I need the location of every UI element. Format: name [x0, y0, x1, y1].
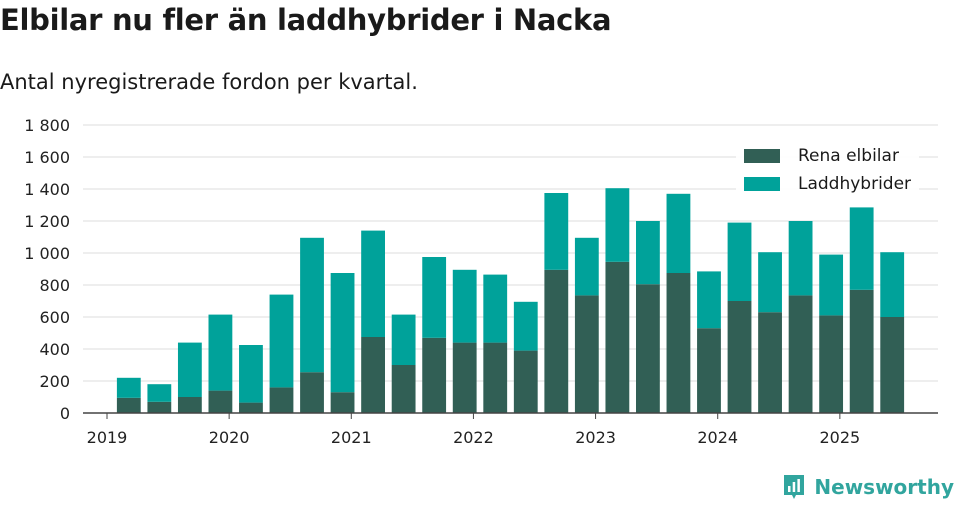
- legend-item-laddhybrider[interactable]: Laddhybrider: [744, 170, 911, 198]
- bar-rena-elbilar: [361, 337, 385, 413]
- bar-rena-elbilar: [391, 365, 416, 413]
- bar-rena-elbilar: [788, 295, 813, 413]
- bar-laddhybrider: [452, 269, 477, 343]
- legend-item-rena-elbilar[interactable]: Rena elbilar: [744, 142, 911, 170]
- bar-laddhybrider: [636, 221, 660, 285]
- chart-subtitle: Antal nyregistrerade fordon per kvartal.: [0, 70, 418, 94]
- bar-rena-elbilar: [849, 289, 874, 413]
- y-tick-label: 1 400: [24, 180, 70, 199]
- bar-rena-elbilar: [880, 317, 905, 413]
- chart-legend: Rena elbilar Laddhybrider: [736, 138, 920, 202]
- y-tick-label: 400: [39, 340, 70, 359]
- bar-rena-elbilar: [269, 387, 294, 413]
- newsworthy-logo-icon: [784, 475, 805, 499]
- bar-laddhybrider: [574, 237, 599, 296]
- bar-rena-elbilar: [116, 397, 141, 413]
- bar-laddhybrider: [697, 271, 721, 329]
- bar-rena-elbilar: [452, 342, 477, 413]
- bar-laddhybrider: [849, 207, 874, 290]
- bar-rena-elbilar: [330, 392, 355, 413]
- x-tick-label: 2020: [209, 428, 250, 447]
- y-tick-label: 1 200: [24, 212, 70, 231]
- legend-label-laddhybrider: Laddhybrider: [798, 174, 912, 194]
- bar-rena-elbilar: [574, 295, 599, 413]
- bar-rena-elbilar: [208, 390, 233, 413]
- bar-laddhybrider: [819, 254, 844, 316]
- bar-rena-elbilar: [758, 312, 782, 413]
- bar-laddhybrider: [147, 384, 172, 402]
- legend-swatch-rena-elbilar: [744, 149, 780, 163]
- brand-name: Newsworthy: [814, 475, 954, 499]
- bar-rena-elbilar: [697, 328, 721, 413]
- bar-laddhybrider: [422, 257, 447, 338]
- bar-rena-elbilar: [422, 337, 447, 413]
- y-tick-label: 1 800: [24, 116, 70, 135]
- bar-laddhybrider: [361, 230, 385, 337]
- bar-rena-elbilar: [239, 402, 263, 413]
- x-tick-label: 2021: [331, 428, 372, 447]
- bar-rena-elbilar: [147, 401, 172, 413]
- bar-laddhybrider: [177, 342, 202, 397]
- bar-rena-elbilar: [483, 342, 508, 413]
- y-tick-label: 0: [60, 404, 70, 423]
- bar-laddhybrider: [880, 252, 905, 317]
- bar-rena-elbilar: [513, 350, 538, 413]
- bar-laddhybrider: [513, 301, 538, 351]
- y-tick-label: 200: [39, 372, 70, 391]
- bar-rena-elbilar: [300, 372, 324, 413]
- x-tick-label: 2023: [575, 428, 616, 447]
- bar-rena-elbilar: [819, 315, 844, 413]
- legend-label-rena-elbilar: Rena elbilar: [798, 146, 899, 166]
- x-tick-label: 2024: [697, 428, 738, 447]
- bar-laddhybrider: [727, 222, 752, 301]
- newsworthy-brand[interactable]: Newsworthy: [782, 473, 954, 501]
- x-tick-label: 2025: [819, 428, 860, 447]
- bar-laddhybrider: [788, 221, 813, 296]
- bar-laddhybrider: [605, 188, 630, 262]
- bar-laddhybrider: [544, 193, 569, 270]
- bar-laddhybrider: [758, 252, 782, 313]
- bar-rena-elbilar: [544, 269, 569, 413]
- bar-rena-elbilar: [666, 273, 691, 413]
- bar-laddhybrider: [116, 377, 141, 398]
- x-tick-label: 2019: [87, 428, 128, 447]
- bar-rena-elbilar: [727, 301, 752, 413]
- y-tick-label: 1 600: [24, 148, 70, 167]
- bar-laddhybrider: [208, 314, 233, 391]
- bar-laddhybrider: [300, 237, 324, 373]
- bar-laddhybrider: [330, 273, 355, 393]
- bar-laddhybrider: [666, 193, 691, 273]
- bar-laddhybrider: [391, 314, 416, 365]
- bar-rena-elbilar: [605, 261, 630, 413]
- x-tick-label: 2022: [453, 428, 494, 447]
- bar-rena-elbilar: [636, 284, 660, 413]
- bar-laddhybrider: [483, 274, 508, 343]
- bar-laddhybrider: [269, 294, 294, 388]
- bar-laddhybrider: [239, 345, 263, 403]
- y-tick-label: 1 000: [24, 244, 70, 263]
- y-tick-label: 600: [39, 308, 70, 327]
- y-tick-label: 800: [39, 276, 70, 295]
- chart-title: Elbilar nu fler än laddhybrider i Nacka: [0, 3, 612, 37]
- legend-swatch-laddhybrider: [744, 177, 780, 191]
- bar-rena-elbilar: [177, 397, 202, 413]
